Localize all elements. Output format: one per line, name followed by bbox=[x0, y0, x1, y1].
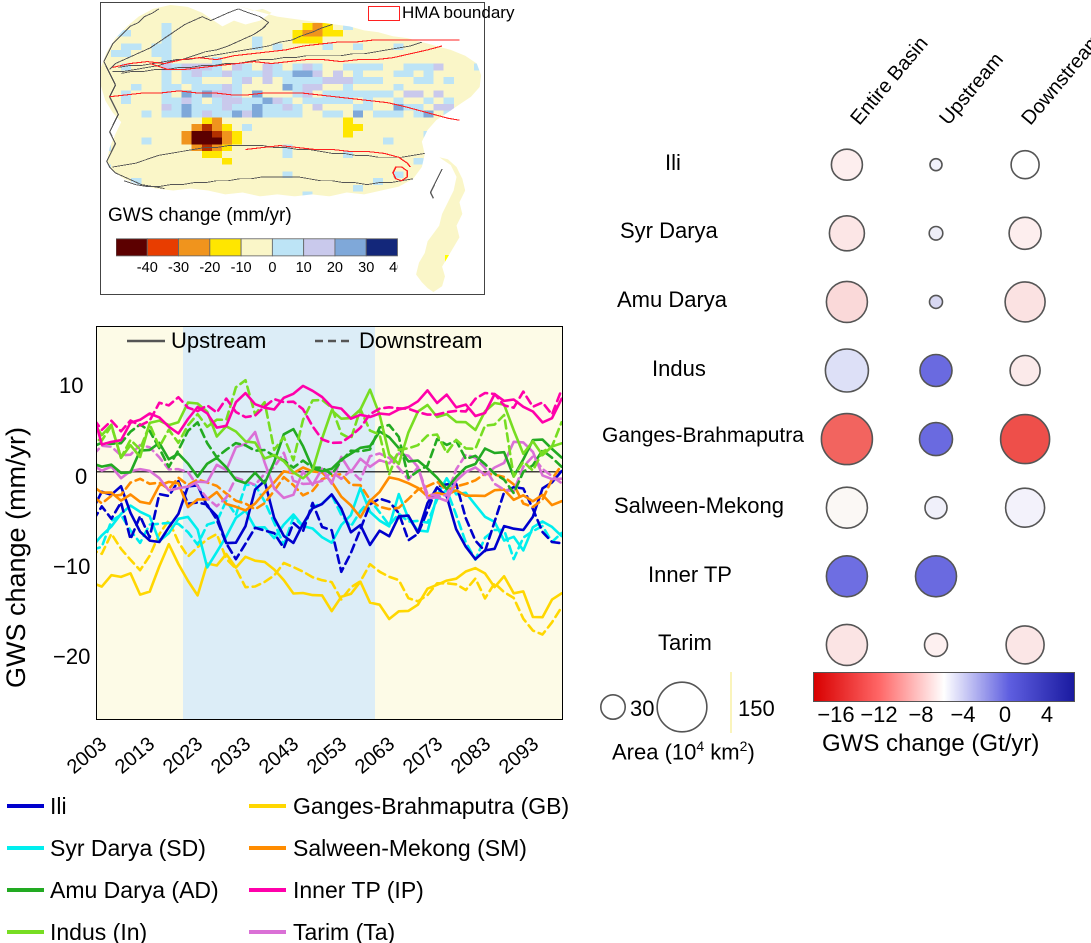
svg-text:Ganges-Brahmaputra (GB): Ganges-Brahmaputra (GB) bbox=[293, 795, 569, 819]
svg-text:Downstream: Downstream bbox=[359, 328, 482, 353]
svg-text:Upstream: Upstream bbox=[171, 328, 266, 353]
svg-text:20: 20 bbox=[327, 260, 343, 276]
svg-text:−8: −8 bbox=[908, 702, 933, 727]
svg-text:-10: -10 bbox=[231, 260, 252, 276]
svg-text:-40: -40 bbox=[137, 260, 158, 276]
svg-text:Ili: Ili bbox=[50, 795, 67, 819]
svg-text:−12: −12 bbox=[860, 702, 897, 727]
svg-text:Syr Darya (SD): Syr Darya (SD) bbox=[50, 835, 206, 861]
svg-text:Inner TP (IP): Inner TP (IP) bbox=[293, 877, 424, 903]
svg-text:Salween-Mekong (SM): Salween-Mekong (SM) bbox=[293, 835, 527, 861]
svg-text:0: 0 bbox=[268, 260, 276, 276]
svg-text:−16: −16 bbox=[817, 702, 854, 727]
svg-text:0: 0 bbox=[999, 702, 1011, 727]
svg-text:30: 30 bbox=[358, 260, 374, 276]
svg-text:−4: −4 bbox=[950, 702, 975, 727]
svg-text:Indus (In): Indus (In) bbox=[50, 919, 147, 943]
svg-text:Tarim (Ta): Tarim (Ta) bbox=[293, 919, 395, 943]
svg-text:10: 10 bbox=[296, 260, 312, 276]
svg-text:-30: -30 bbox=[168, 260, 189, 276]
svg-text:4: 4 bbox=[1041, 702, 1053, 727]
svg-text:40: 40 bbox=[389, 260, 398, 276]
svg-text:Amu Darya (AD): Amu Darya (AD) bbox=[50, 877, 219, 903]
svg-text:-20: -20 bbox=[199, 260, 220, 276]
